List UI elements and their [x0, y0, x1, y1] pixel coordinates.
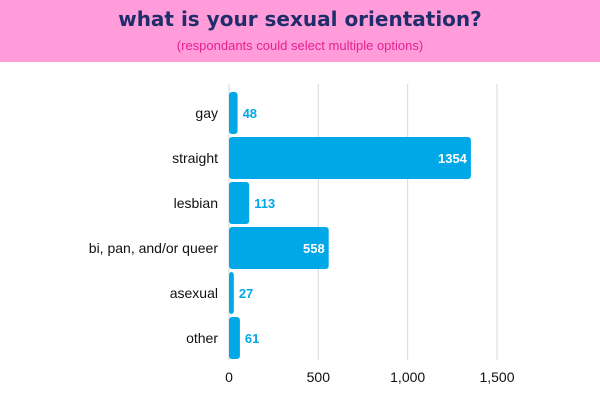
bar: [229, 182, 250, 224]
bar-chart: 0 500 1,000 1,500 gay 48 straight 1354 lesbian 11…: [89, 84, 515, 385]
x-tick-label: 1,500: [479, 369, 514, 385]
chart-title: what is your sexual orientation?: [118, 7, 482, 31]
category-label: gay: [195, 105, 218, 121]
x-tick-label: 0: [225, 369, 233, 385]
bar: [229, 227, 329, 269]
chart-subtitle: (respondants could select multiple optio…: [176, 38, 424, 53]
labels: 0 500 1,000 1,500 gay 48 straight 1354 lesbian 11…: [89, 105, 515, 385]
value-label: 61: [245, 331, 259, 346]
x-tick-label: 500: [307, 369, 331, 385]
category-label: other: [186, 330, 218, 346]
bar: [229, 272, 234, 314]
value-label: 558: [303, 241, 325, 256]
bar: [229, 92, 238, 134]
category-label: bi, pan, and/or queer: [89, 240, 219, 256]
value-label: 48: [243, 106, 257, 121]
value-label: 1354: [438, 151, 468, 166]
chart-header: what is your sexual orientation? (respon…: [0, 0, 600, 62]
category-label: lesbian: [174, 195, 218, 211]
bar: [229, 137, 471, 179]
category-label: asexual: [170, 285, 218, 301]
category-label: straight: [172, 150, 218, 166]
value-label: 27: [239, 286, 253, 301]
bars: [229, 92, 471, 359]
bar: [229, 317, 240, 359]
x-tick-label: 1,000: [390, 369, 425, 385]
value-label: 113: [254, 196, 275, 211]
gridlines: [228, 84, 498, 360]
